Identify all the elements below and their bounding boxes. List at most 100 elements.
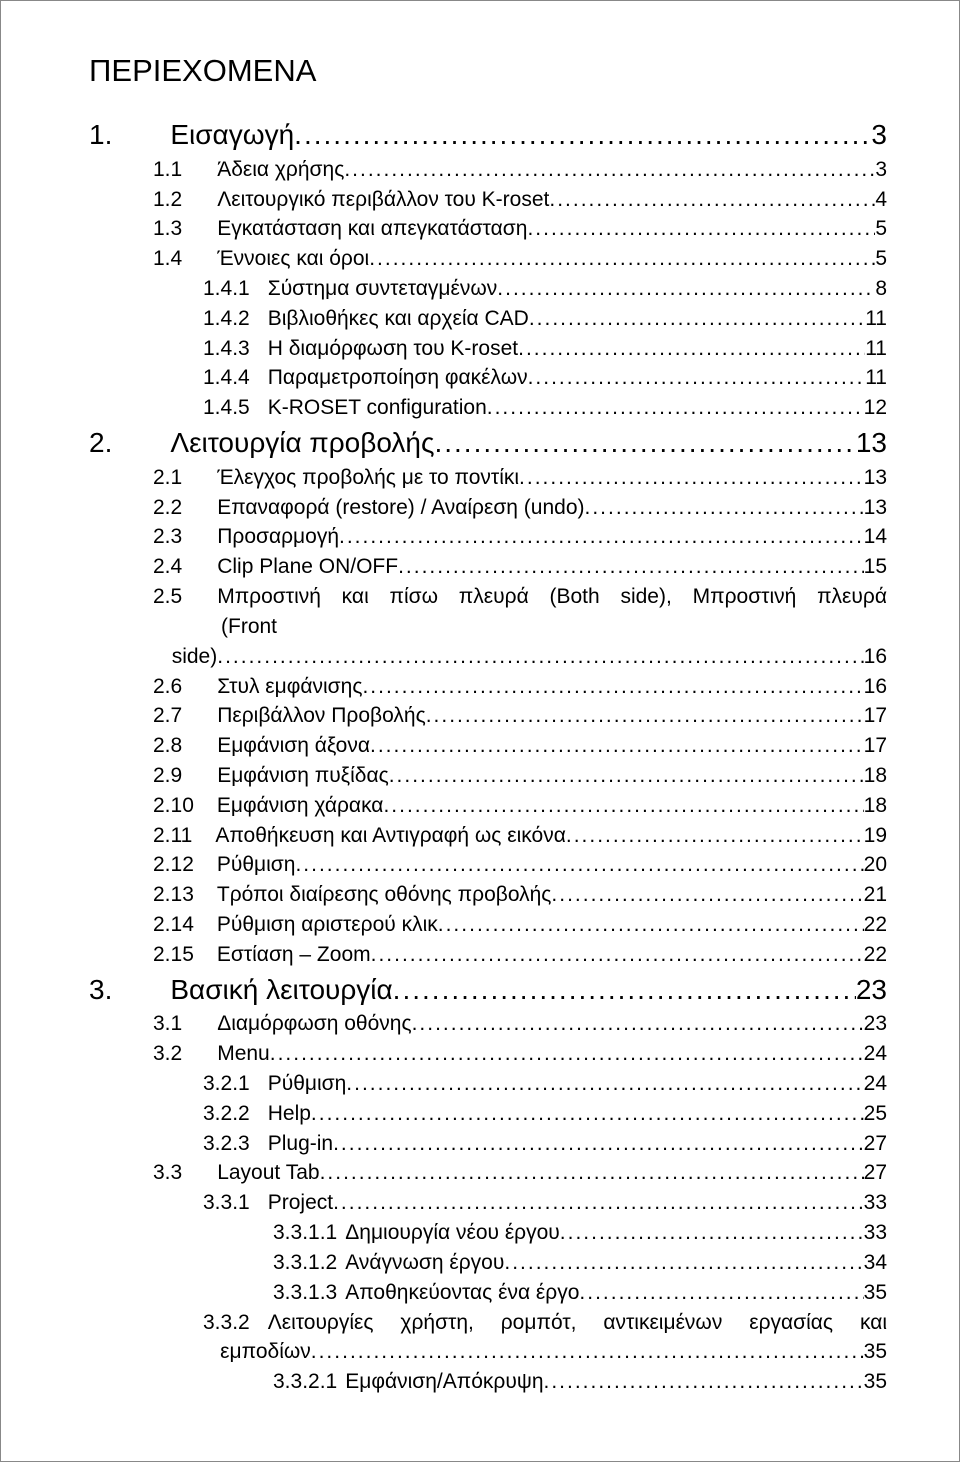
leader-dots: ........................................… <box>217 642 863 672</box>
toc-number: 1.4.5 <box>203 393 250 423</box>
leader-dots: ........................................… <box>346 1069 863 1099</box>
toc-entry: 3.3.1.2 Ανάγνωση έργου...................… <box>89 1248 887 1278</box>
page: ΠΕΡΙΕΧΟΜΕΝΑ 1.Εισαγωγή..................… <box>0 0 960 1462</box>
leader-dots: ........................................… <box>339 522 864 552</box>
toc-text-cont: (Front <box>153 612 887 642</box>
toc-entry: 2.14Ρύθμιση αριστερού κλικ..............… <box>89 910 887 940</box>
toc-number: 2.10 <box>153 791 194 821</box>
toc-text: Περιβάλλον Προβολής <box>217 701 426 731</box>
toc-number: 1.1 <box>153 155 182 185</box>
toc-entry: 2.3Προσαρμογή...........................… <box>89 522 887 552</box>
toc-number: 3.3.2.1 <box>273 1367 337 1397</box>
toc-text: Αποθήκευση και Αντιγραφή ως εικόνα <box>215 821 566 851</box>
leader-dots: ........................................… <box>320 1158 864 1188</box>
toc-entry: 2.4Clip Plane ON/OFF....................… <box>89 552 887 582</box>
toc-text: Αποθηκεύοντας ένα έργο <box>345 1278 579 1308</box>
toc-number: 1.3 <box>153 214 182 244</box>
toc-text: Εμφάνιση/Απόκρυψη <box>345 1367 543 1397</box>
toc-entry: 2.2 Επαναφορά (restore) / Αναίρεση (undo)… <box>89 493 887 523</box>
toc-page: 21 <box>864 880 887 910</box>
toc-page: 16 <box>864 672 887 702</box>
leader-dots: ........................................… <box>412 1009 864 1039</box>
toc-entry: 2.6 Στυλ εμφάνισης.......................… <box>89 672 887 702</box>
toc-number: 2.6 <box>153 672 182 702</box>
toc-text: Εμφάνιση πυξίδας <box>217 761 389 791</box>
leader-dots: ........................................… <box>344 155 875 185</box>
toc-number: 2.9 <box>153 761 182 791</box>
toc-text: Clip Plane ON/OFF <box>217 552 398 582</box>
toc-number: 3.3.1.2 <box>273 1248 337 1278</box>
toc-text: Ρύθμιση αριστερού κλικ <box>217 910 438 940</box>
leader-dots: ........................................… <box>579 1278 863 1308</box>
toc-page: 13 <box>856 423 887 463</box>
toc-number: 2.14 <box>153 910 194 940</box>
toc-text: Επαναφορά (restore) / Αναίρεση (undo) <box>217 493 584 523</box>
toc-text: K-ROSET configuration <box>268 393 487 423</box>
leader-dots: ........................................… <box>362 672 863 702</box>
toc-entry: 3.Βασική λειτουργία.....................… <box>89 970 887 1010</box>
leader-dots: ........................................… <box>585 493 864 523</box>
leader-dots: ........................................… <box>311 1099 864 1129</box>
toc-number: 2.4 <box>153 552 182 582</box>
leader-dots: ........................................… <box>544 1367 864 1397</box>
toc-page: 27 <box>864 1158 887 1188</box>
toc-text: Help <box>268 1099 311 1129</box>
toc-number: 2.15 <box>153 940 194 970</box>
leader-dots: ........................................… <box>295 850 863 880</box>
toc-entry: 3.3Layout Tab...........................… <box>89 1158 887 1188</box>
leader-dots: ........................................… <box>311 1337 864 1367</box>
toc-number: 1.4.3 <box>203 334 250 364</box>
leader-dots: ........................................… <box>518 334 865 364</box>
toc-number: 2.7 <box>153 701 182 731</box>
toc-text: Εστίαση – Zoom <box>217 940 371 970</box>
toc-number: 2.1 <box>153 463 182 493</box>
toc-text: Βασική λειτουργία <box>170 970 392 1010</box>
toc-entry: 1.4.5K-ROSET configuration..............… <box>89 393 887 423</box>
toc-page: 15 <box>864 552 887 582</box>
toc-text: Στυλ εμφάνισης <box>217 672 362 702</box>
toc-page: 23 <box>864 1009 887 1039</box>
toc-entry: 2.15 Εστίαση – Zoom......................… <box>89 940 887 970</box>
toc-page: 13 <box>864 463 887 493</box>
leader-dots: ........................................… <box>270 1039 864 1069</box>
toc-page: 3 <box>871 115 887 155</box>
toc-entry: 1.3Εγκατάσταση και απεγκατάσταση........… <box>89 214 887 244</box>
toc-entry: 1.4.3Η διαμόρφωση του K-roset...........… <box>89 334 887 364</box>
toc-entry: 2.5Μπροστινή και πίσω πλευρά (Both side)… <box>89 582 887 671</box>
toc-number: 2.2 <box>153 493 182 523</box>
toc-entry: 1.4.1Σύστημα συντεταγμένων..............… <box>89 274 887 304</box>
table-of-contents: 1.Εισαγωγή..............................… <box>89 115 887 1397</box>
toc-page: 14 <box>864 522 887 552</box>
toc-text: Άδεια χρήσης <box>217 155 344 185</box>
toc-text: Ανάγνωση έργου <box>345 1248 504 1278</box>
toc-entry: 1.Εισαγωγή..............................… <box>89 115 887 155</box>
leader-dots: ........................................… <box>504 1248 863 1278</box>
toc-entry: 2.12Ρύθμιση.............................… <box>89 850 887 880</box>
toc-entry: 3.2.1Ρύθμιση............................… <box>89 1069 887 1099</box>
page-title: ΠΕΡΙΕΧΟΜΕΝΑ <box>89 53 887 89</box>
toc-page: 34 <box>864 1248 887 1278</box>
toc-page: 33 <box>864 1218 887 1248</box>
toc-number: 1.4.2 <box>203 304 250 334</box>
toc-number: 3.1 <box>153 1009 182 1039</box>
toc-entry: 1.4.2Βιβλιοθήκες και αρχεία CAD.........… <box>89 304 887 334</box>
toc-number: 2.3 <box>153 522 182 552</box>
toc-entry: 3.2.2Help...............................… <box>89 1099 887 1129</box>
toc-text: Εισαγωγή <box>170 115 294 155</box>
toc-page: 35 <box>864 1367 887 1397</box>
toc-text: Λειτουργία προβολής <box>170 423 434 463</box>
toc-number: 1.2 <box>153 185 182 215</box>
toc-page: 22 <box>864 940 887 970</box>
toc-page: 24 <box>864 1069 887 1099</box>
toc-page: 18 <box>864 761 887 791</box>
toc-page: 22 <box>864 910 887 940</box>
toc-page: 33 <box>864 1188 887 1218</box>
leader-dots: ........................................… <box>371 940 864 970</box>
toc-text: Λειτουργίες χρήστη, ρομπότ, αντικειμένων… <box>268 1308 887 1338</box>
leader-dots: ........................................… <box>551 880 863 910</box>
toc-text: Εμφάνιση άξονα <box>217 731 370 761</box>
toc-entry: 3.2Menu.................................… <box>89 1039 887 1069</box>
toc-page: 24 <box>864 1039 887 1069</box>
toc-entry: 2.Λειτουργία προβολής...................… <box>89 423 887 463</box>
toc-text: Menu <box>217 1039 270 1069</box>
